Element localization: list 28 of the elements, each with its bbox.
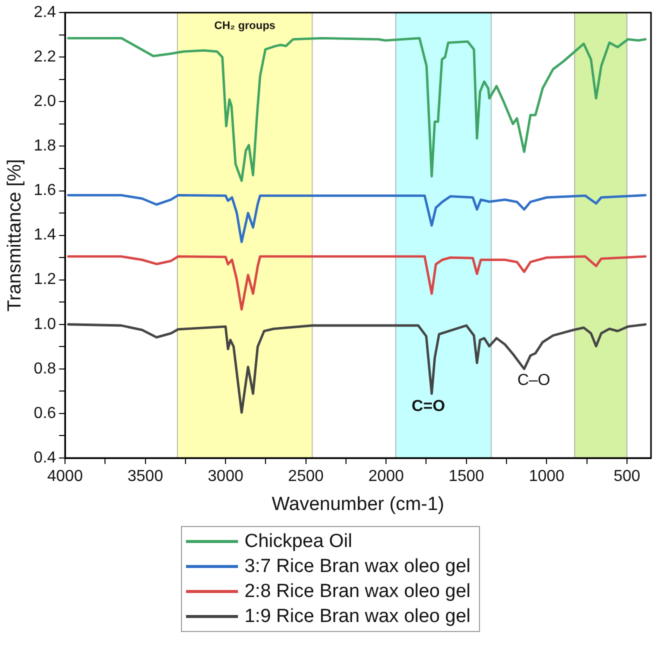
y-tick-label: 1.8 <box>34 138 56 155</box>
legend-label: 1:9 Rice Bran wax oleo gel <box>244 605 470 629</box>
x-tick-label: 1500 <box>448 468 484 486</box>
y-tick-label: 0.4 <box>34 449 56 466</box>
y-tick-label: 1.6 <box>34 182 56 200</box>
y-tick-label: 2.2 <box>34 48 56 66</box>
annotation: C=O <box>412 398 446 416</box>
annotation: C–O <box>517 372 550 389</box>
legend-label: Chickpea Oil <box>244 530 352 554</box>
legend-label: 3:7 Rice Bran wax oleo gel <box>244 555 470 579</box>
y-axis-title: Transmittance [%] <box>4 159 26 312</box>
y-tick-label: 2.4 <box>34 4 56 22</box>
x-tick-label: 2000 <box>368 468 404 486</box>
band-label: CH₂ groups <box>214 20 276 32</box>
x-tick-label: 3500 <box>128 468 164 486</box>
y-tick-label: 2.0 <box>34 93 56 110</box>
x-axis-title: Wavenumber (cm-1) <box>272 494 444 515</box>
y-tick-label: 0.6 <box>34 404 56 422</box>
y-tick-label: 1.2 <box>34 271 56 288</box>
y-tick-label: 1.4 <box>34 226 56 244</box>
x-tick-label: 3000 <box>208 468 244 486</box>
x-tick-label: 2500 <box>288 468 324 486</box>
x-tick-label: 500 <box>614 468 640 486</box>
y-tick-label: 1.0 <box>34 316 56 333</box>
y-tick-label: 0.8 <box>34 360 56 378</box>
legend-label: 2:8 Rice Bran wax oleo gel <box>244 580 470 604</box>
x-tick-label: 1000 <box>528 468 565 486</box>
x-tick-label: 4000 <box>47 468 83 486</box>
